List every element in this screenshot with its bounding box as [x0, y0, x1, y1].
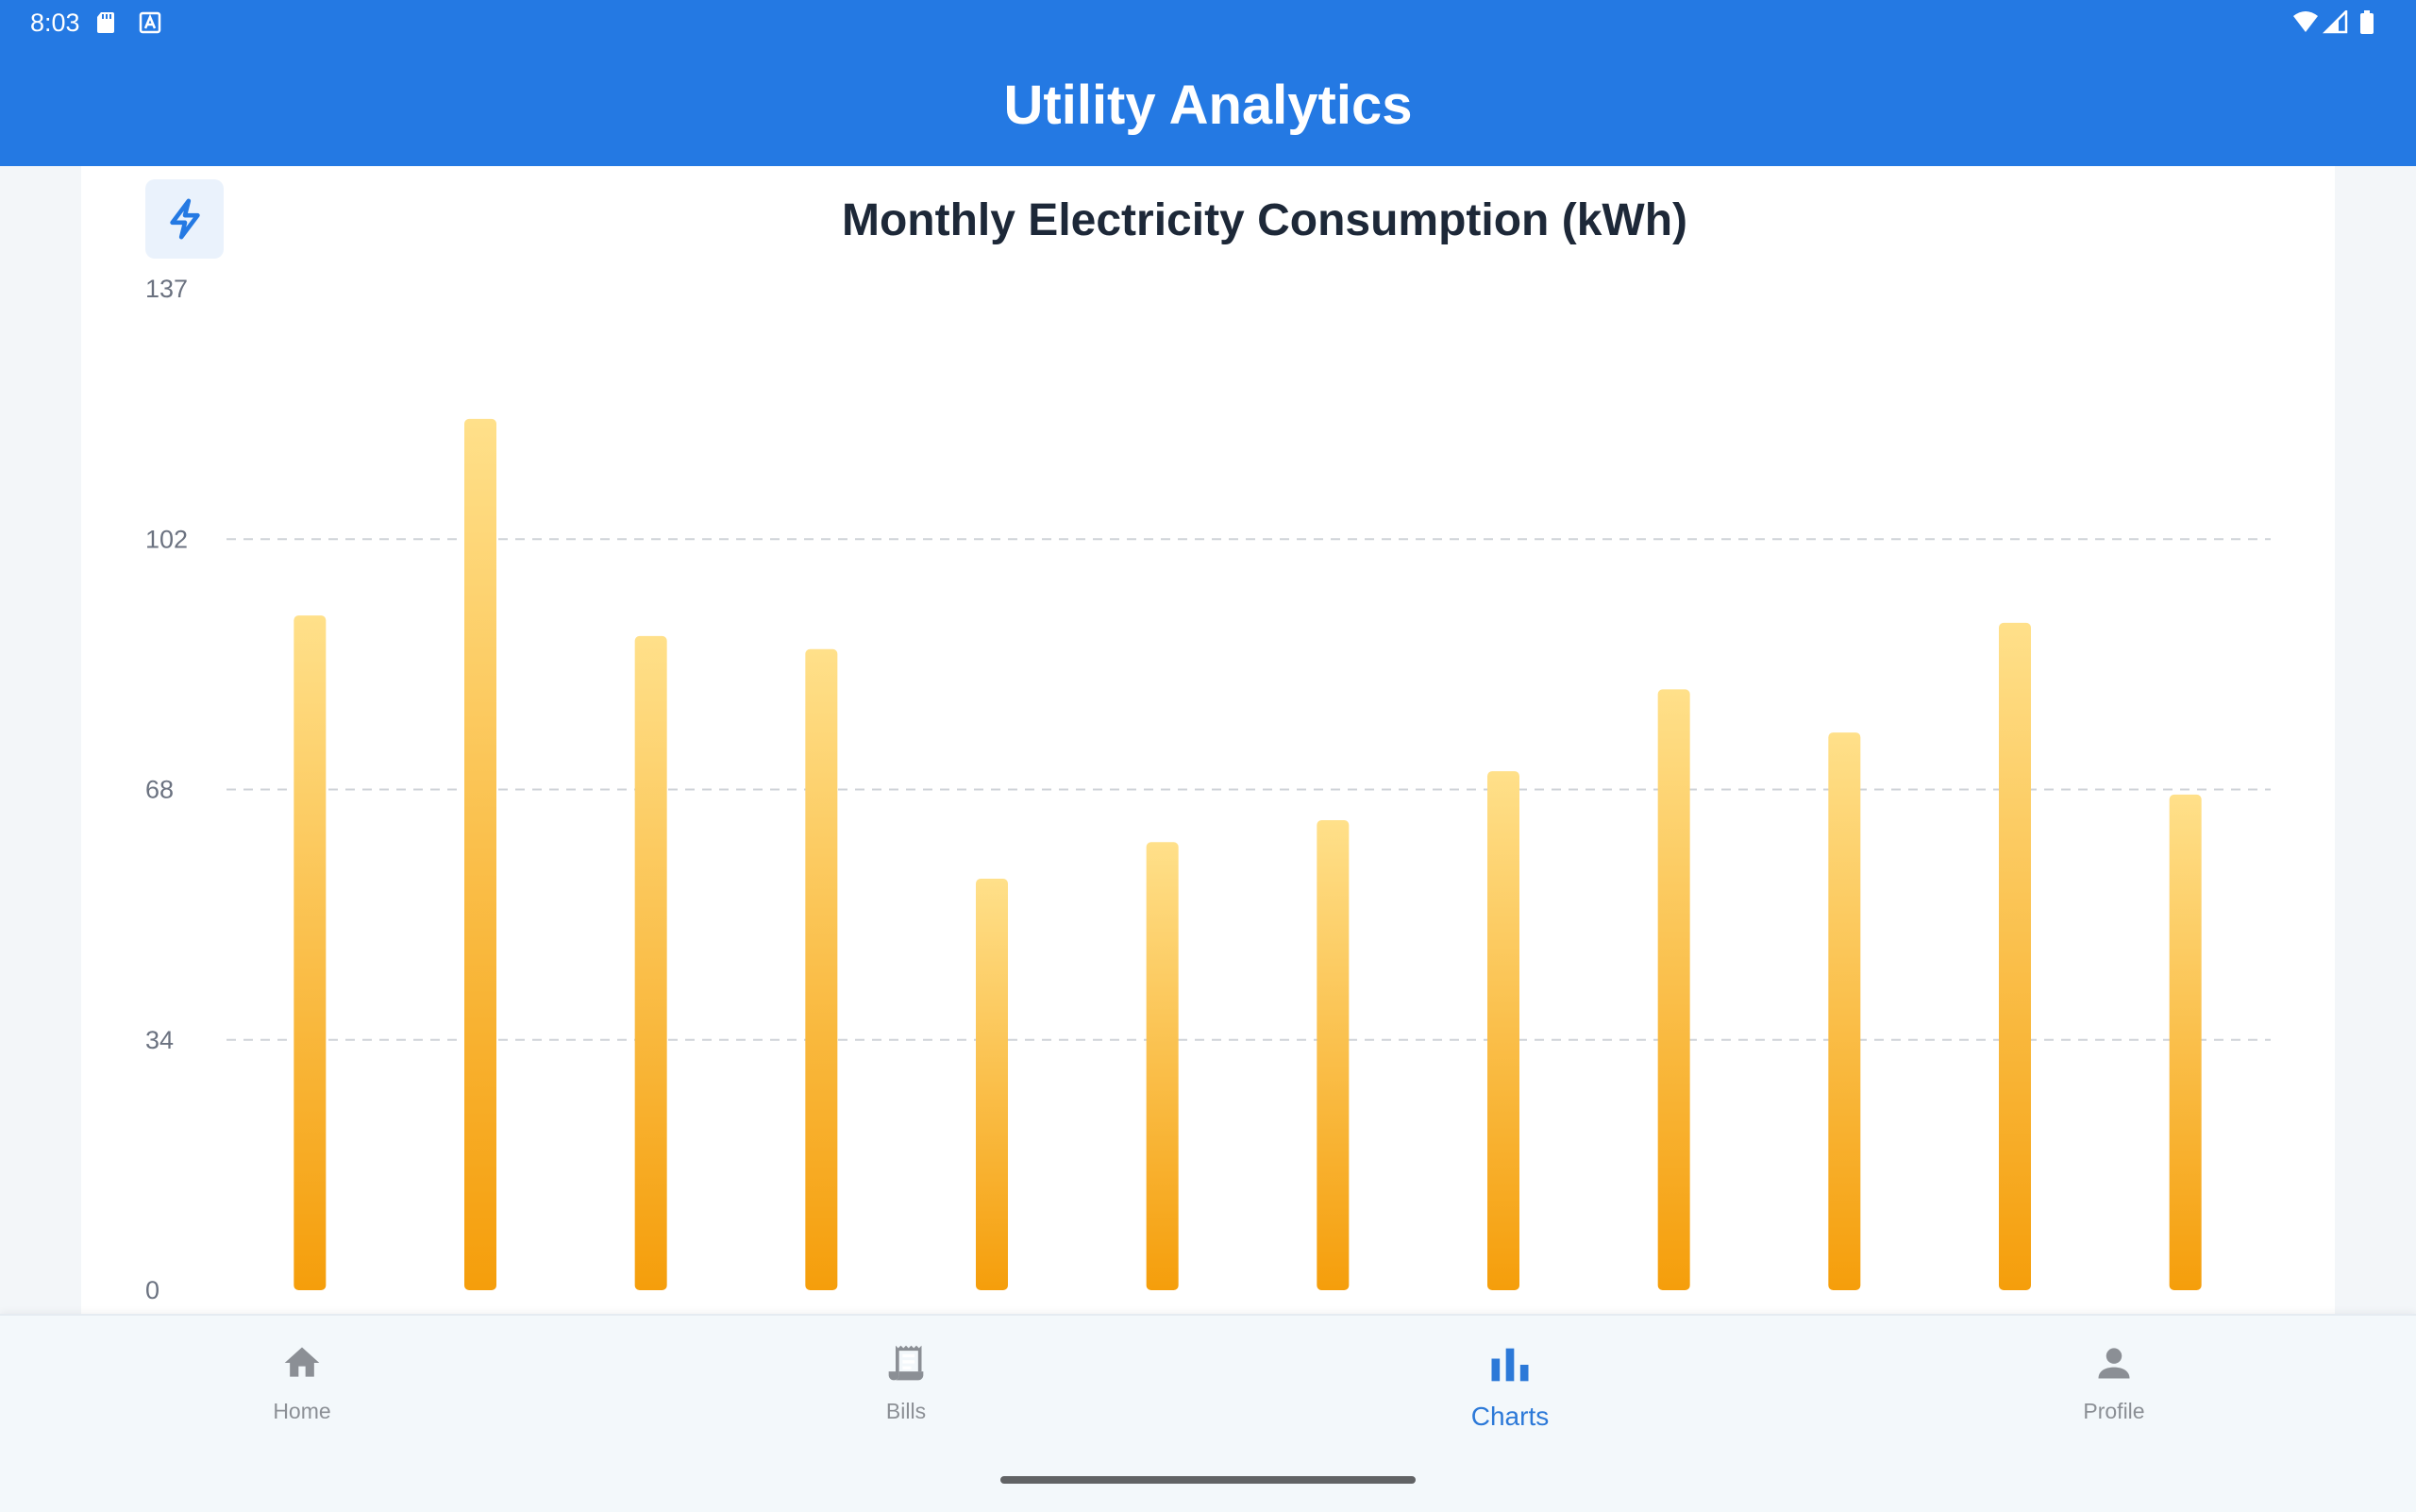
receipt-icon: [888, 1345, 924, 1381]
nav-charts-label: Charts: [1470, 1402, 1550, 1431]
chart-title: Monthly Electricity Consumption (kWh): [842, 195, 1687, 245]
chart-badge: [145, 179, 224, 259]
nav-home-label: Home: [273, 1399, 331, 1423]
app-title: Utility Analytics: [1003, 75, 1413, 136]
status-time: 8:03: [30, 8, 80, 37]
nav-charts[interactable]: Charts: [1208, 1316, 1812, 1438]
nav-profile-label: Profile: [2083, 1399, 2145, 1423]
chart-card: [81, 166, 2335, 1314]
signal-icon: [2322, 10, 2348, 34]
top-app-bar: 8:03 Utility Analytics: [0, 0, 2416, 166]
sd-card-icon: [97, 12, 114, 33]
status-right-icons: [2293, 10, 2374, 34]
wifi-icon: [2293, 11, 2318, 32]
nav-profile[interactable]: Profile: [1812, 1316, 2416, 1438]
keyboard-a-icon: [139, 11, 161, 34]
home-icon: [284, 1347, 320, 1377]
nav-bills-label: Bills: [885, 1399, 927, 1423]
status-bar: 8:03: [0, 0, 2416, 45]
battery-icon: [2360, 10, 2374, 34]
person-icon: [2098, 1348, 2130, 1379]
home-indicator: [1000, 1476, 1416, 1484]
nav-home[interactable]: Home: [0, 1316, 604, 1438]
nav-bills[interactable]: Bills: [604, 1316, 1208, 1438]
bar-chart-icon: [1491, 1348, 1529, 1382]
lightning-bolt-icon: [170, 198, 200, 240]
